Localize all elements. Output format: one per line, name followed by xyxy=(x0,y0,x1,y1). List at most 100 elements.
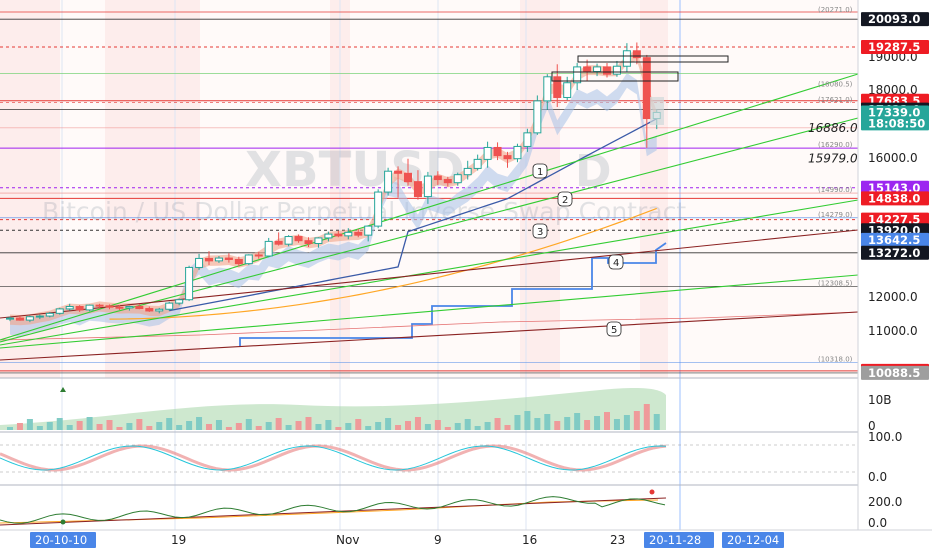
volume-bar xyxy=(285,425,292,430)
date-tag: 20-10-10 xyxy=(35,533,87,547)
volume-bar xyxy=(365,426,372,430)
candle-body xyxy=(404,172,412,183)
price-tag-bg xyxy=(861,40,929,55)
candle-body xyxy=(6,317,14,320)
candle-body xyxy=(543,76,552,102)
volume-bar xyxy=(544,414,551,430)
volume-bar xyxy=(335,427,342,430)
candlesticks xyxy=(6,42,661,323)
candle-body xyxy=(364,225,373,236)
volume-bar xyxy=(345,423,352,430)
candle-body xyxy=(394,170,403,174)
small-level-label: (18080.5) xyxy=(818,80,853,88)
volume-bar xyxy=(315,424,322,430)
volume-bar xyxy=(275,418,282,430)
volume-bar xyxy=(484,422,491,430)
price-tag: 18:08:50 xyxy=(868,116,925,130)
candle-body xyxy=(443,179,452,184)
osc-slow xyxy=(0,444,667,472)
volume-bar xyxy=(196,417,203,430)
volume-bar xyxy=(504,425,511,430)
candle-body xyxy=(533,100,542,134)
candle-body xyxy=(563,82,572,98)
price-tags: 20093.019287.517683.517422.017339.018:08… xyxy=(861,12,929,380)
candle-body xyxy=(155,308,164,312)
wave-label-box xyxy=(532,163,548,179)
volume-bar xyxy=(414,417,421,430)
range-box xyxy=(551,71,679,82)
candle-body xyxy=(423,175,432,198)
price-tag: 14838.0 xyxy=(868,191,920,205)
volume-bar xyxy=(385,418,392,430)
small-level-label: (10318.0) xyxy=(818,355,853,363)
volume-bar xyxy=(166,418,173,430)
volume-bar xyxy=(16,423,23,430)
candle-body xyxy=(334,233,343,237)
volume-bar xyxy=(106,420,113,430)
candle-body xyxy=(513,145,522,160)
plain-price-labels: 16886.0 15979.0 xyxy=(808,121,858,166)
volume-bar xyxy=(613,419,620,430)
candle-body xyxy=(294,236,303,242)
candle-body xyxy=(632,50,641,59)
price-tick: 11000.0 xyxy=(868,324,918,338)
thin-red-line xyxy=(0,311,859,341)
time-axis-ticks: 19 Nov 9 16 23 20-10-10 20-11-28 20-12-04 xyxy=(30,532,784,548)
volume-bar xyxy=(96,424,103,430)
watermark-description: Bitcoin / US Dollar Perpetual Inverse Sw… xyxy=(42,197,686,226)
price-tag-bg xyxy=(861,245,929,260)
candle-body xyxy=(453,174,462,184)
wave-label: 4 xyxy=(613,258,619,269)
volume-bar xyxy=(86,417,93,430)
date-tag: 20-11-28 xyxy=(649,533,701,547)
volume-bar xyxy=(215,420,222,430)
price-tag: 15143.0 xyxy=(868,181,920,195)
candle-body xyxy=(324,233,333,239)
volume-bar xyxy=(7,427,13,430)
price-tag-bg xyxy=(861,232,929,247)
candle-body xyxy=(55,308,64,314)
volume-bar xyxy=(206,424,212,430)
candle-body xyxy=(274,240,283,245)
current-bar-highlight xyxy=(650,97,664,125)
volume-bar xyxy=(474,426,481,430)
wave-label: 2 xyxy=(562,195,568,206)
volume-bar xyxy=(514,415,521,430)
wave-label: 3 xyxy=(537,227,543,238)
price-tag: 13272.0 xyxy=(868,246,920,260)
plain-price-label: 16886.0 xyxy=(808,121,858,135)
candle-body xyxy=(105,305,114,308)
watermark-interval: D xyxy=(575,146,612,197)
volume-bar xyxy=(255,426,262,430)
volume-bar xyxy=(235,423,242,430)
candle-body xyxy=(304,240,313,244)
time-tick: 9 xyxy=(434,533,442,547)
price-tag-bg xyxy=(861,12,929,27)
time-axis xyxy=(0,530,932,550)
volume-bar xyxy=(375,422,382,430)
candle-body xyxy=(603,66,611,75)
price-tag: 19287.5 xyxy=(868,40,920,54)
price-tick: 12000.0 xyxy=(868,290,918,304)
volume-bar xyxy=(564,417,571,430)
wave-label-box xyxy=(557,191,573,207)
volume-bar xyxy=(454,423,461,430)
volume-bar xyxy=(405,421,411,430)
signal-marker xyxy=(60,387,66,392)
candle-body xyxy=(284,236,293,245)
trend-line xyxy=(0,199,859,346)
volume-bar xyxy=(554,421,561,430)
panel-axis-label: 0.0 xyxy=(868,516,887,530)
volume-bar xyxy=(176,425,183,430)
candle-body xyxy=(145,308,154,312)
volume-bar xyxy=(584,420,591,430)
volume-bar xyxy=(325,420,332,430)
candle-body xyxy=(15,317,24,321)
candle-body xyxy=(75,306,84,311)
wave-label-box xyxy=(532,223,548,239)
panel-axis-label: 10B xyxy=(868,393,892,407)
time-tick: 23 xyxy=(610,533,625,547)
panel-axis-label: 0.0 xyxy=(868,470,887,484)
price-tick: 18000.0 xyxy=(868,83,918,97)
